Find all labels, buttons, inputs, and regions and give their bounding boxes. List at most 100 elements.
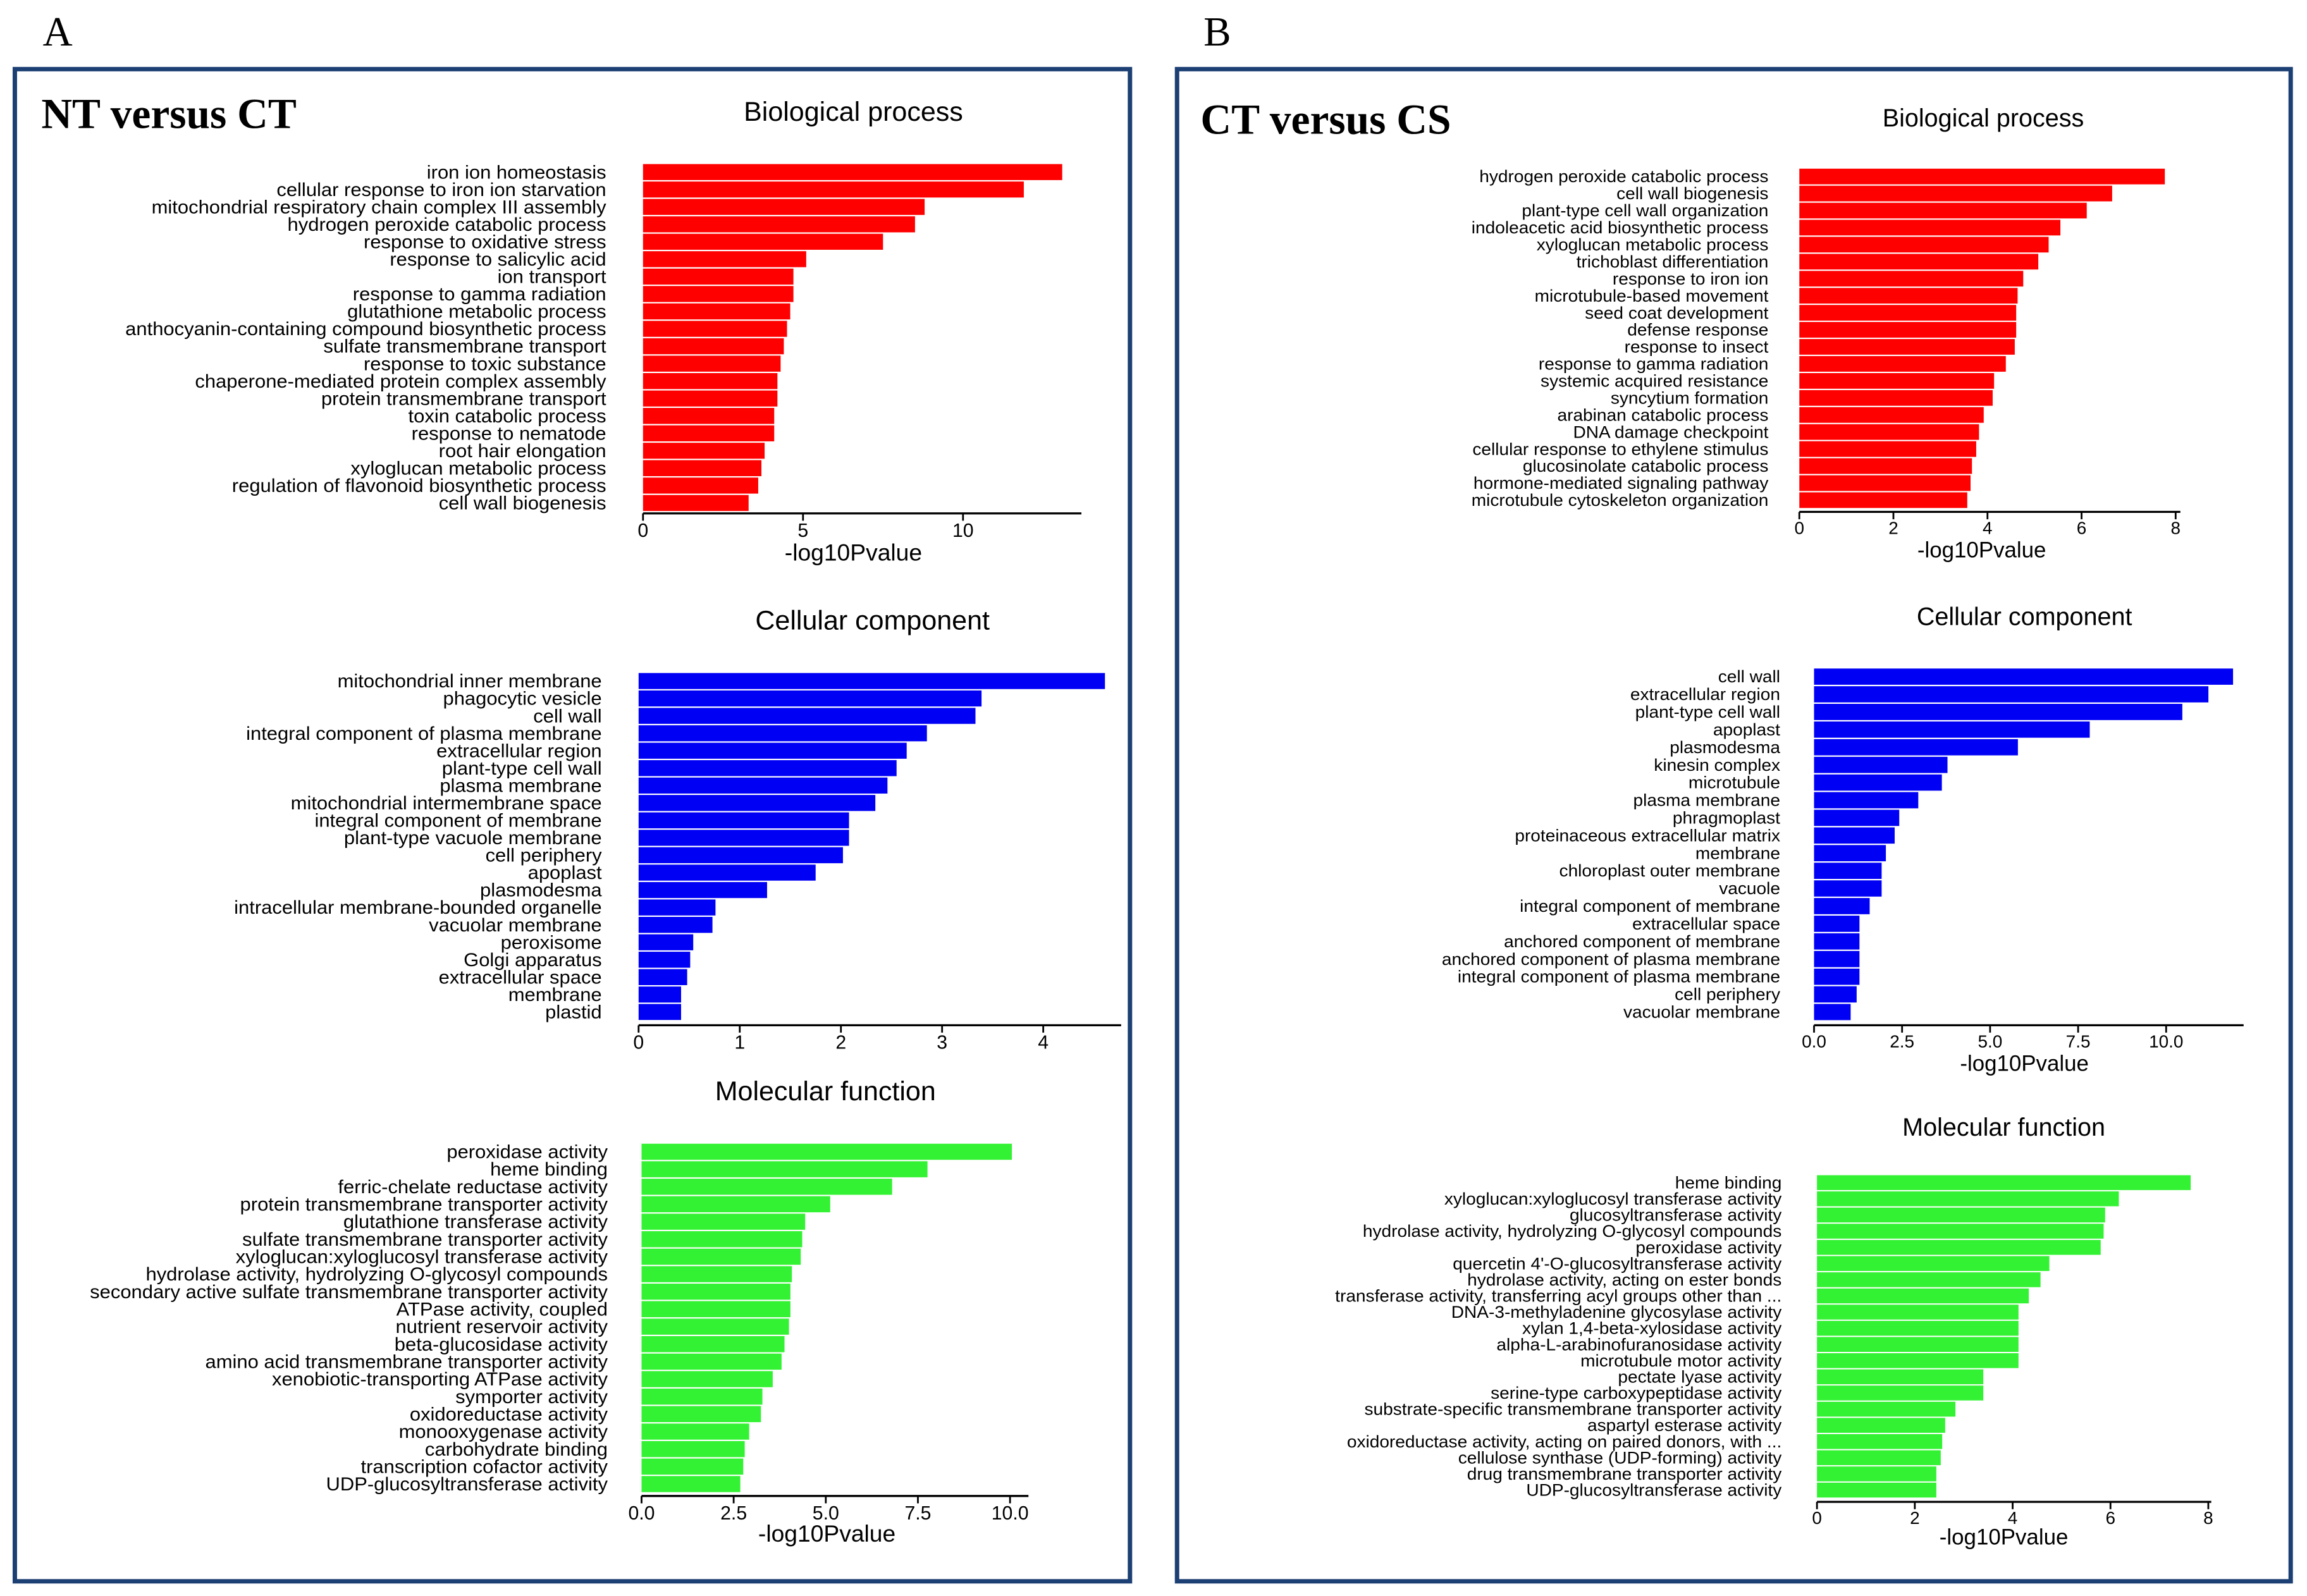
bar-monooxygenase-activity	[641, 1423, 749, 1440]
bar-glucosinolate-catabolic-process	[1799, 458, 1972, 474]
category-label-udp-glucosyltransferase-activity: UDP-glucosyltransferase activity	[326, 1475, 608, 1495]
category-label-extracellular-space: extracellular space	[439, 967, 602, 988]
bar-hormone-mediated-signaling-pathway	[1799, 475, 1971, 491]
category-label-integral-component-of-membrane: integral component of membrane	[314, 811, 601, 831]
category-label-cell-wall: cell wall	[1718, 667, 1780, 686]
category-label-microtubule-cytoskeleton-organization: microtubule cytoskeleton organization	[1472, 491, 1769, 510]
x-tick-label: 4	[1983, 518, 1993, 537]
category-label-mitochondrial-respiratory-chain-complex-iii-assembly: mitochondrial respiratory chain complex …	[152, 197, 607, 218]
bar-dna-damage-checkpoint	[1799, 424, 1979, 440]
category-label-quercetin-4-o-glucosyltransferase-activity: quercetin 4'-O-glucosyltransferase activ…	[1453, 1254, 1781, 1273]
bar-integral-component-of-plasma-membrane	[1814, 968, 1860, 985]
chart-title: Cellular component	[755, 606, 990, 636]
category-label-plant-type-vacuole-membrane: plant-type vacuole membrane	[344, 828, 602, 849]
category-label-heme-binding: heme binding	[1675, 1173, 1782, 1192]
category-label-proteinaceous-extracellular-matrix: proteinaceous extracellular matrix	[1515, 826, 1780, 845]
category-label-xyloglucan-metabolic-process: xyloglucan metabolic process	[350, 458, 606, 479]
bar-aspartyl-esterase-activity	[1817, 1418, 1945, 1433]
bar-substrate-specific-transmembrane-transporter-activity	[1817, 1401, 1956, 1417]
x-tick-label: 2.5	[1890, 1031, 1914, 1051]
category-label-amino-acid-transmembrane-transporter-activity: amino acid transmembrane transporter act…	[206, 1352, 608, 1372]
bar-response-to-iron-ion	[1799, 271, 2024, 287]
bar-sulfate-transmembrane-transport	[643, 338, 784, 355]
bar-xylan-1-4-beta-xylosidase-activity	[1817, 1320, 2019, 1336]
category-label-cell-periphery: cell periphery	[486, 845, 603, 866]
bar-plant-type-cell-wall-organization	[1799, 202, 2087, 219]
bar-mitochondrial-intermembrane-space	[638, 795, 876, 811]
bar-indoleacetic-acid-biosynthetic-process	[1799, 219, 2061, 236]
category-label-integral-component-of-plasma-membrane: integral component of plasma membrane	[246, 723, 602, 744]
panel-a-heading: NT versus CT	[41, 90, 297, 137]
category-label-substrate-specific-transmembrane-transporter-activity: substrate-specific transmembrane transpo…	[1365, 1399, 1782, 1418]
bar-microtubule-motor-activity	[1817, 1353, 2019, 1368]
bar-dna-3-methyladenine-glycosylase-activity	[1817, 1304, 2019, 1320]
category-label-nutrient-reservoir-activity: nutrient reservoir activity	[396, 1317, 608, 1337]
bar-secondary-active-sulfate-transmembrane-transporter-activity	[641, 1284, 791, 1300]
category-label-kinesin-complex: kinesin complex	[1654, 755, 1780, 774]
bar-plasma-membrane	[638, 777, 888, 794]
x-tick-label: 0	[633, 1033, 644, 1053]
category-label-hydrogen-peroxide-catabolic-process: hydrogen peroxide catabolic process	[288, 214, 606, 235]
category-label-cellular-response-to-ethylene-stimulus: cellular response to ethylene stimulus	[1472, 439, 1768, 458]
category-label-hydrolase-activity-hydrolyzing-o-glycosyl-compounds: hydrolase activity, hydrolyzing O-glycos…	[145, 1265, 607, 1285]
chart-ct-vs-cs-biological-process: Biological process hydrogen peroxide cata…	[1472, 104, 2181, 563]
bar-apoplast	[1814, 721, 2090, 738]
bar-nutrient-reservoir-activity	[641, 1318, 789, 1335]
bar-xyloglucan-metabolic-process	[1799, 236, 2049, 253]
category-label-regulation-of-flavonoid-biosynthetic-process: regulation of flavonoid biosynthetic pro…	[232, 476, 606, 496]
category-label-xyloglucan-xyloglucosyl-transferase-activity: xyloglucan:xyloglucosyl transferase acti…	[1444, 1189, 1782, 1208]
category-label-ferric-chelate-reductase-activity: ferric-chelate reductase activity	[338, 1177, 608, 1197]
bar-response-to-nematode	[643, 425, 775, 441]
category-label-protein-transmembrane-transporter-activity: protein transmembrane transporter activi…	[240, 1194, 608, 1215]
bar-trichoblast-differentiation	[1799, 254, 2039, 270]
category-label-carbohydrate-binding: carbohydrate binding	[425, 1439, 608, 1459]
category-label-hydrogen-peroxide-catabolic-process: hydrogen peroxide catabolic process	[1479, 167, 1768, 186]
category-label-sulfate-transmembrane-transporter-activity: sulfate transmembrane transporter activi…	[242, 1229, 608, 1249]
bar-regulation-of-flavonoid-biosynthetic-process	[643, 477, 758, 494]
chart-title: Biological process	[744, 97, 963, 127]
category-label-plasmodesma: plasmodesma	[480, 880, 602, 900]
category-label-protein-transmembrane-transport: protein transmembrane transport	[321, 389, 606, 409]
bar-plasmodesma	[1814, 739, 2018, 756]
category-label-sulfate-transmembrane-transport: sulfate transmembrane transport	[323, 336, 606, 357]
category-label-microtubule: microtubule	[1689, 773, 1780, 792]
category-label-response-to-toxic-substance: response to toxic substance	[364, 354, 606, 374]
category-label-microtubule-motor-activity: microtubule motor activity	[1580, 1351, 1781, 1370]
x-tick-label: 4	[2008, 1508, 2018, 1528]
bar-response-to-oxidative-stress	[643, 233, 883, 250]
bar-peroxidase-activity	[641, 1143, 1012, 1160]
x-tick-label: 6	[2077, 518, 2087, 537]
category-label-heme-binding: heme binding	[490, 1160, 608, 1180]
bar-serine-type-carboxypeptidase-activity	[1817, 1385, 1984, 1401]
category-label-apoplast: apoplast	[528, 863, 603, 883]
bar-pectate-lyase-activity	[1817, 1369, 1984, 1385]
panel-a: A NT versus CT Biological process iron io…	[12, 9, 1133, 1584]
bar-plant-type-cell-wall	[638, 760, 897, 777]
bar-plasma-membrane	[1814, 792, 1919, 809]
bar-heme-binding	[1817, 1175, 2191, 1191]
bar-sulfate-transmembrane-transporter-activity	[641, 1231, 803, 1248]
bar-response-to-gamma-radiation	[1799, 356, 2006, 372]
bar-integral-component-of-membrane	[638, 812, 849, 829]
x-tick-label: 0	[1812, 1508, 1822, 1528]
category-label-plasmodesma: plasmodesma	[1670, 737, 1780, 756]
bar-apoplast	[638, 864, 816, 881]
category-label-membrane: membrane	[508, 985, 602, 1005]
category-label-xenobiotic-transporting-atpase-activity: xenobiotic-transporting ATPase activity	[272, 1370, 608, 1390]
category-label-vacuolar-membrane: vacuolar membrane	[429, 915, 602, 935]
bar-beta-glucosidase-activity	[641, 1335, 785, 1353]
bar-heme-binding	[641, 1161, 928, 1177]
bar-extracellular-region	[638, 742, 907, 759]
x-tick-label: 8	[2203, 1508, 2213, 1528]
bar-response-to-gamma-radiation	[643, 286, 794, 302]
x-tick-label: 0	[637, 520, 648, 541]
category-label-xylan-1-4-beta-xylosidase-activity: xylan 1,4-beta-xylosidase activity	[1522, 1318, 1782, 1337]
bar-carbohydrate-binding	[641, 1440, 745, 1458]
bar-arabinan-catabolic-process	[1799, 407, 1984, 423]
x-tick-label: 7.5	[2066, 1031, 2091, 1051]
bar-root-hair-elongation	[643, 443, 765, 459]
bar-phragmoplast	[1814, 809, 1900, 826]
bar-mitochondrial-respiratory-chain-complex-iii-assembly	[643, 199, 925, 215]
bar-membrane	[638, 986, 681, 1003]
category-label-alpha-l-arabinofuranosidase-activity: alpha-L-arabinofuranosidase activity	[1496, 1335, 1781, 1354]
